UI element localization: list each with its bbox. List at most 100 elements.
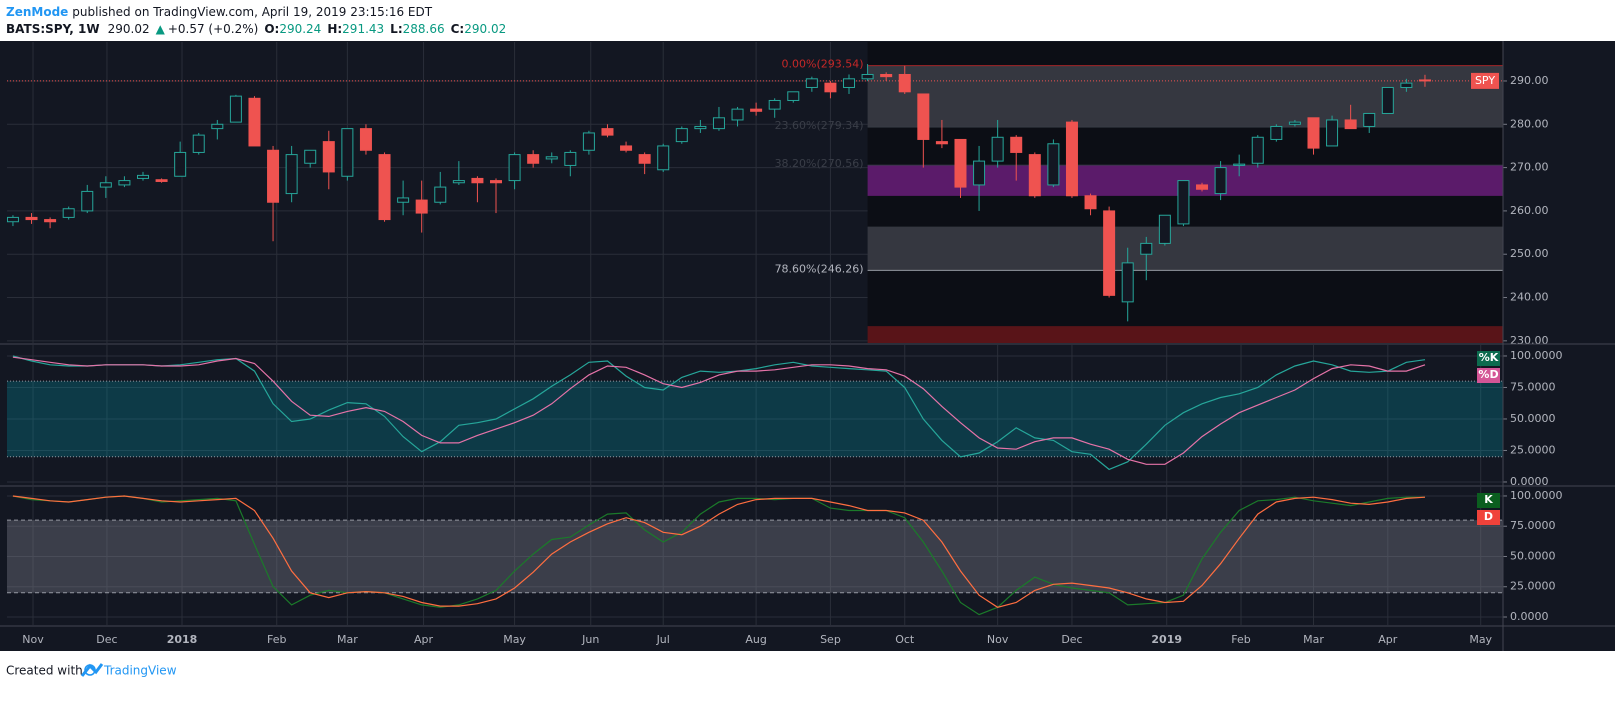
y-tick-label: 280.00 <box>1510 117 1549 130</box>
legend-label: %D <box>1478 368 1498 381</box>
candle-body <box>1084 195 1097 210</box>
candle-body <box>62 208 75 218</box>
candle-body <box>229 95 242 123</box>
x-tick-label: 2019 <box>1151 633 1182 646</box>
candle-body <box>211 123 224 130</box>
x-tick-label: Oct <box>895 633 915 646</box>
candle-body <box>898 73 911 93</box>
ohlc-value: 288.66 <box>403 22 445 36</box>
y-tick-label: 75.0000 <box>1510 519 1556 532</box>
y-tick-label: 0.0000 <box>1510 610 1549 623</box>
pane: 0.00%(293.54) 23.60%(279.34) 38.20%(270.56… <box>7 42 1503 343</box>
legend-box <box>1477 351 1500 366</box>
fib-label: 0.00%(293.54) <box>782 58 864 71</box>
candle-body <box>490 180 503 184</box>
series-line <box>12 495 1426 608</box>
candle-body <box>1288 121 1301 125</box>
candle-body <box>359 128 372 151</box>
legend-box <box>1477 510 1500 525</box>
footer-brand[interactable]: TradingView <box>103 664 177 678</box>
ohlc-value: 291.43 <box>342 22 384 36</box>
x-tick-label: Feb <box>1231 633 1250 646</box>
y-tick-label: 100.0000 <box>1510 349 1563 362</box>
candle-body <box>1103 210 1116 296</box>
last-tag-box <box>1471 72 1499 89</box>
candle-body <box>1121 262 1134 303</box>
x-tick-label: Mar <box>337 633 358 646</box>
candle-body <box>564 151 577 166</box>
x-tick-label: May <box>503 633 526 646</box>
arrow: ▲ <box>156 22 166 36</box>
candle-body <box>1344 119 1357 130</box>
y-tick-label: 230.00 <box>1510 334 1549 347</box>
candle-body <box>694 125 707 130</box>
candle-body <box>192 134 205 153</box>
legend-label: %K <box>1479 351 1499 364</box>
x-tick-label: Sep <box>820 633 841 646</box>
candle-body <box>824 82 837 93</box>
candle-body <box>805 78 818 88</box>
logo <box>80 663 104 677</box>
candle-body <box>1010 136 1023 153</box>
legend-box <box>1477 368 1500 383</box>
series-line <box>12 495 1425 616</box>
chart-layer: 0.00%(293.54) 23.60%(279.34) 38.20%(270.56… <box>0 41 1615 651</box>
series-line <box>12 356 1426 465</box>
y-tick-label: 50.0000 <box>1510 549 1556 562</box>
pane <box>7 487 1503 625</box>
candle-body <box>452 180 465 184</box>
candle-body <box>471 177 484 184</box>
candle-body <box>1196 184 1209 190</box>
candle-body <box>601 128 614 136</box>
band <box>7 381 1503 457</box>
candle-body <box>917 93 930 140</box>
fib-label: 23.60%(279.34) <box>775 119 864 132</box>
candle-body <box>174 151 187 177</box>
y-tick-label: 240.00 <box>1510 291 1549 304</box>
candle-body <box>1177 180 1190 225</box>
candle-body <box>991 136 1004 162</box>
published: published on TradingView.com, April 19, … <box>72 5 432 19</box>
candle-body <box>25 216 38 221</box>
candle-body <box>861 73 874 80</box>
ohlc-value: 290.24 <box>279 22 321 36</box>
fib-label: 78.60%(246.26) <box>775 262 864 275</box>
x-tick-label: May <box>1469 633 1492 646</box>
candle-body <box>378 154 391 221</box>
author[interactable]: ZenMode <box>6 5 68 19</box>
x-tick-label: Mar <box>1303 633 1324 646</box>
pane <box>7 345 1503 485</box>
x-tick-label: Jul <box>656 633 670 646</box>
last-tag: SPY <box>1475 74 1495 87</box>
candle-body <box>1363 112 1376 127</box>
last: 290.02 <box>108 22 150 36</box>
legend-box <box>1477 493 1500 508</box>
candle-body <box>1047 143 1060 186</box>
candle-body <box>81 190 94 212</box>
candle-body <box>322 141 335 173</box>
fib-zone <box>867 326 1503 343</box>
candle-body <box>1214 167 1227 195</box>
candle-body <box>155 179 168 182</box>
candle-body <box>843 78 856 88</box>
legend-label: D <box>1484 510 1493 523</box>
candle-body <box>1028 154 1041 197</box>
ohlc-key: O: <box>264 22 279 36</box>
candle-body <box>285 154 298 195</box>
y-tick-label: 100.0000 <box>1510 489 1563 502</box>
candle-body <box>1140 242 1153 255</box>
candle-body <box>248 97 261 147</box>
candle-body <box>397 197 410 203</box>
candle-body <box>7 216 19 223</box>
band <box>7 520 1503 593</box>
y-tick-label: 0.0000 <box>1510 475 1549 488</box>
candle-body <box>341 128 354 177</box>
candle-body <box>545 156 558 160</box>
candle-body <box>620 145 633 151</box>
candle-body <box>1270 125 1283 140</box>
candle-body <box>1418 79 1431 82</box>
candle-body <box>750 108 763 112</box>
candle-body <box>137 174 149 179</box>
x-tick-label: Nov <box>987 633 1009 646</box>
